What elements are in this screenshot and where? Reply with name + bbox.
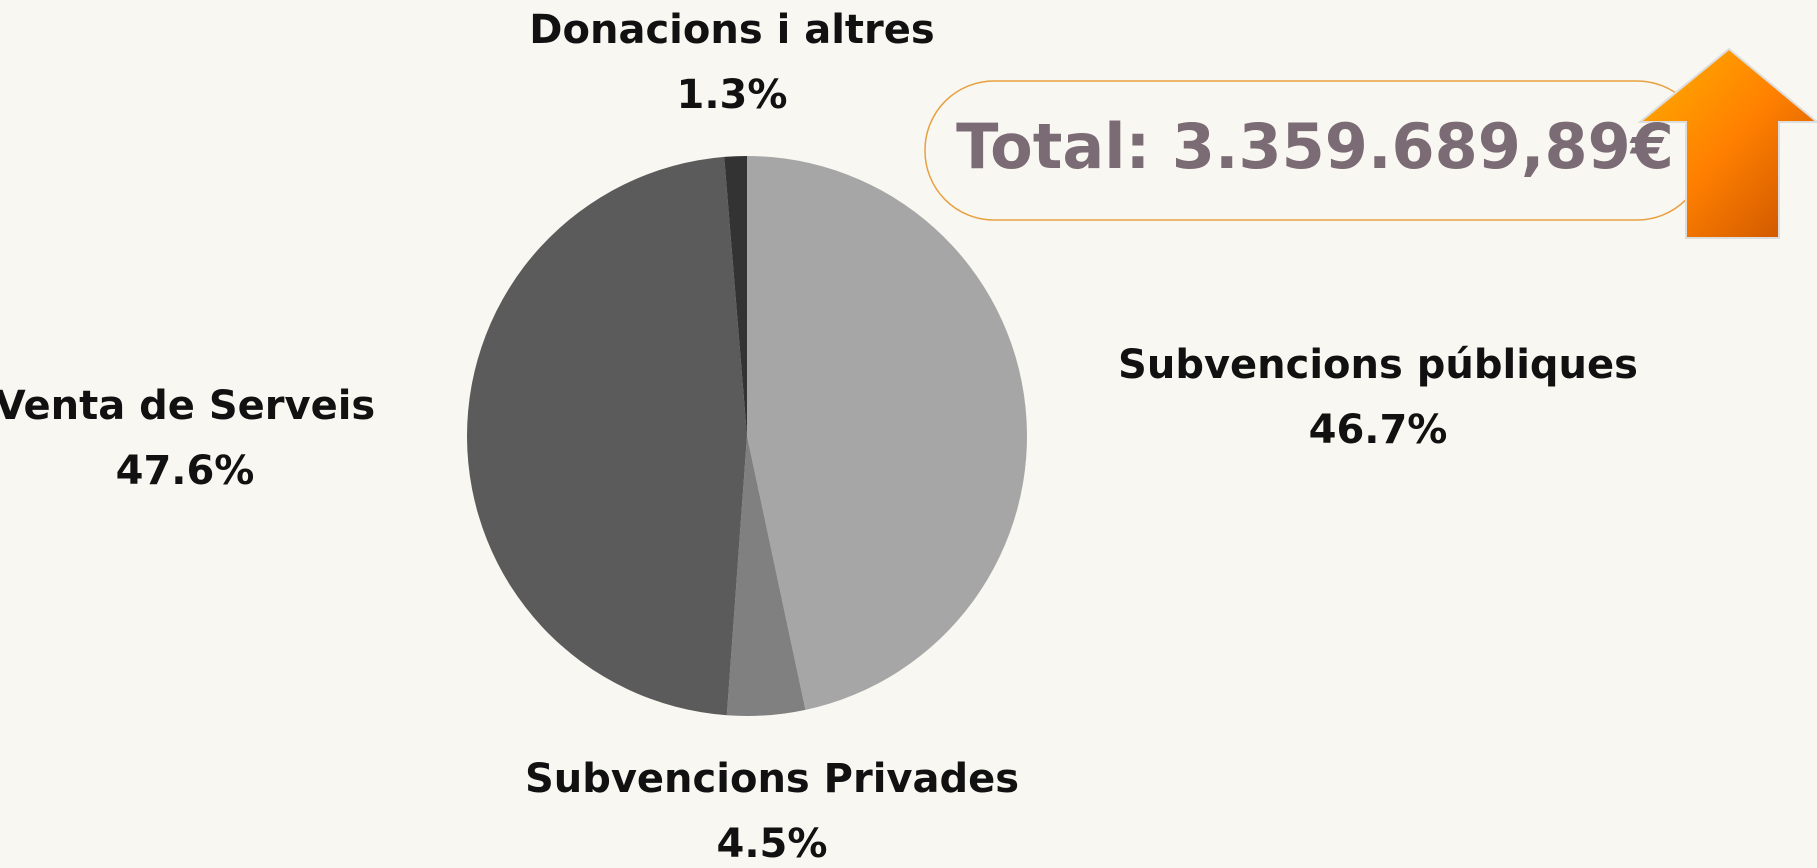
slice-label: Donacions i altres — [529, 7, 934, 53]
slice-value-label: 46.7% — [1309, 407, 1448, 453]
slice-value-label: 47.6% — [116, 448, 255, 494]
slice-value-label: 1.3% — [677, 72, 788, 118]
pie-slice — [747, 156, 1028, 710]
pie-slice — [726, 436, 806, 716]
slice-label: Subvencions públiques — [1118, 342, 1638, 388]
arrow-icon — [1637, 47, 1817, 239]
total-label: Total: 3.359.689,89€ — [956, 110, 1674, 183]
slice-value-label: 4.5% — [717, 821, 828, 867]
pie-slice — [467, 156, 747, 716]
pie-slice — [724, 156, 747, 436]
slice-label: Subvencions Privades — [525, 756, 1019, 802]
slice-label: Venta de Serveis — [0, 383, 375, 429]
